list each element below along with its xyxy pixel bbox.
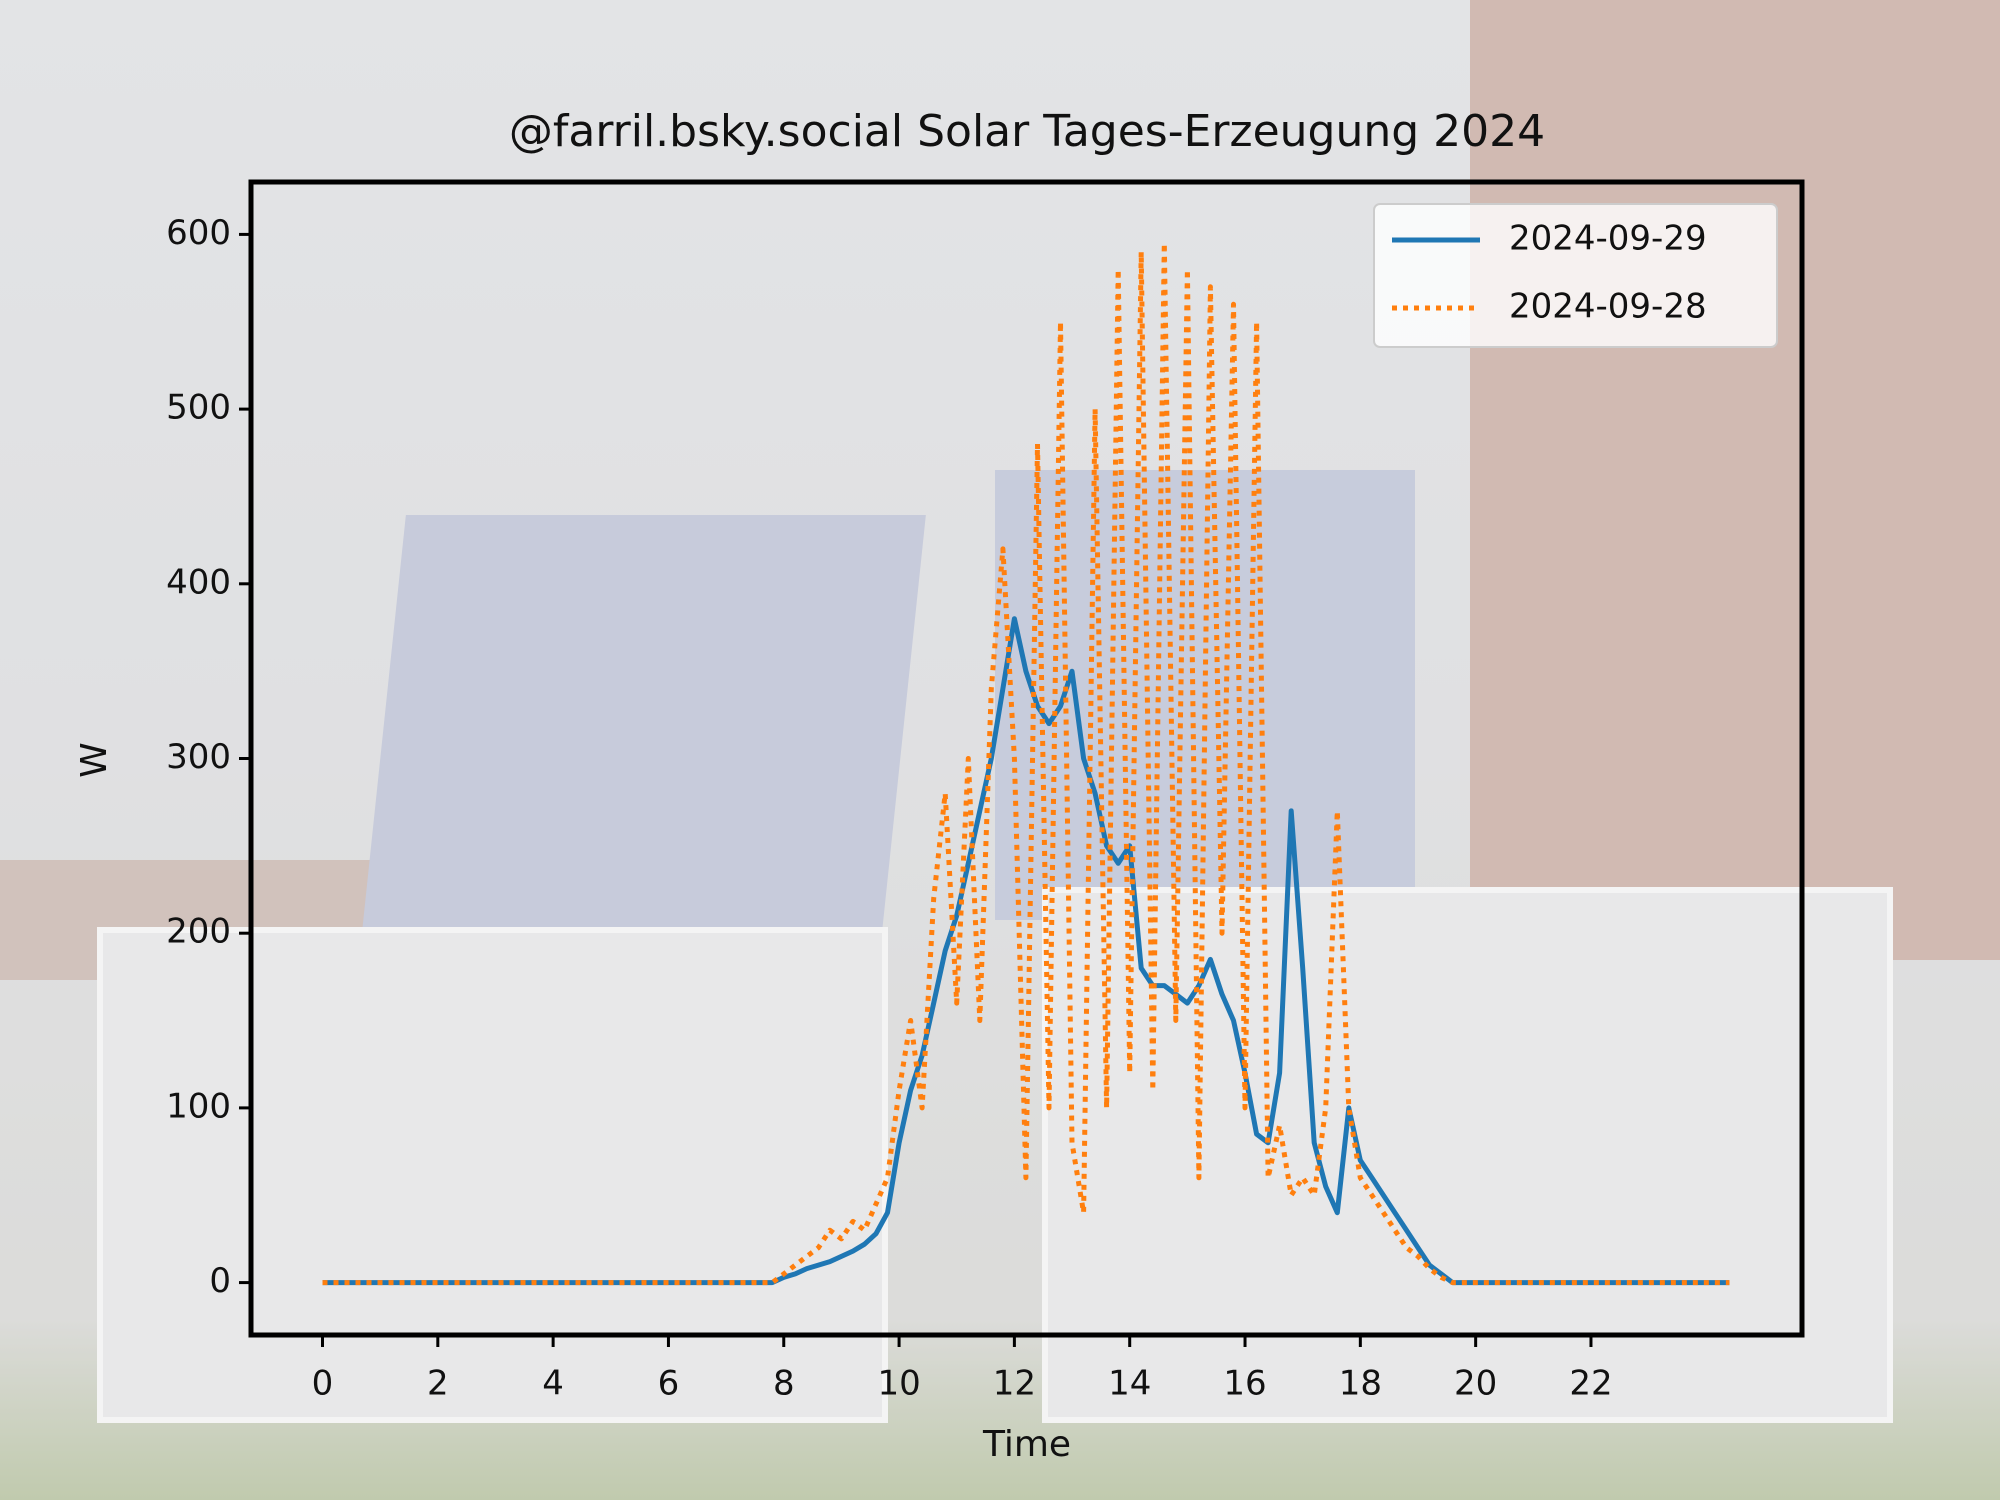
y-tick-label: 300 bbox=[166, 737, 231, 777]
y-tick-label: 400 bbox=[166, 562, 231, 602]
y-tick-label: 600 bbox=[166, 213, 231, 253]
x-tick-label: 20 bbox=[1454, 1364, 1497, 1404]
legend-label: 2024-09-28 bbox=[1509, 287, 1707, 327]
y-axis-label: W bbox=[74, 742, 115, 778]
series-line bbox=[322, 616, 1730, 1286]
x-tick-label: 4 bbox=[542, 1364, 564, 1404]
y-tick-label: 100 bbox=[166, 1086, 231, 1126]
legend-label: 2024-09-29 bbox=[1509, 219, 1707, 259]
series-line bbox=[322, 240, 1730, 1286]
x-tick-label: 10 bbox=[877, 1364, 920, 1404]
x-tick-label: 12 bbox=[993, 1364, 1036, 1404]
x-tick-label: 16 bbox=[1223, 1364, 1266, 1404]
y-tick-label: 200 bbox=[166, 912, 231, 952]
x-tick-label: 18 bbox=[1339, 1364, 1382, 1404]
x-tick-label: 6 bbox=[658, 1364, 680, 1404]
x-tick-label: 22 bbox=[1569, 1364, 1612, 1404]
x-tick-label: 8 bbox=[773, 1364, 795, 1404]
chart-title: @farril.bsky.social Solar Tages-Erzeugun… bbox=[509, 106, 1545, 157]
y-tick-label: 0 bbox=[209, 1261, 231, 1301]
x-tick-label: 0 bbox=[312, 1364, 334, 1404]
x-tick-label: 2 bbox=[427, 1364, 449, 1404]
x-tick-label: 14 bbox=[1108, 1364, 1151, 1404]
x-axis-label: Time bbox=[982, 1424, 1071, 1465]
y-tick-label: 500 bbox=[166, 388, 231, 428]
